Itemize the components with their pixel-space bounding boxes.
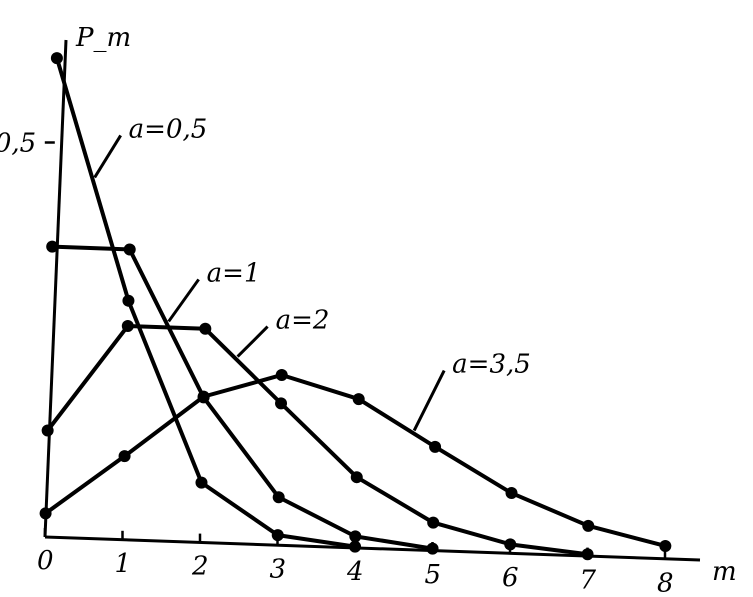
data-point [349,530,362,543]
data-point [427,516,440,529]
data-point [504,538,517,551]
y-axis [43,39,68,538]
x-tick-label: 3 [270,554,287,584]
data-point [272,491,285,504]
y-axis-label: P_m [75,23,131,53]
data-point [199,322,212,335]
data-point [195,476,208,489]
x-tick-label: 4 [346,557,364,587]
data-point [41,424,54,437]
x-tick-label: 2 [191,552,209,582]
data-point [350,471,363,484]
data-point [39,507,52,520]
data-point [659,539,672,552]
data-point [271,529,284,542]
x-tick-label: 0 [37,546,54,576]
x-tick-label: 8 [657,568,674,597]
data-point [275,368,288,381]
data-point [352,393,365,406]
data-point [50,52,63,65]
data-point [122,294,135,307]
series-line-2 [46,323,588,557]
data-point [46,240,59,253]
series-line-1 [52,244,433,551]
data-point [197,390,210,403]
x-tick-label: 7 [580,566,597,596]
series-label: a=1 [207,258,261,288]
data-point [123,243,136,256]
series-leader-line [93,134,122,179]
series-leader-line [236,325,269,358]
x-tick-label: 1 [115,549,132,579]
series-label: a=3,5 [452,350,531,380]
x-tick-label: 5 [425,560,442,590]
data-point [426,542,439,555]
data-point [505,487,518,500]
axes: P_m m [43,23,737,587]
series-label: a=2 [276,306,330,336]
series-leader-line [167,278,200,323]
series-labels: a=0,5 a=1 a=2 a=3,5 [93,114,531,432]
x-tick-label: 6 [502,563,519,593]
series-layer [39,52,672,561]
data-point [118,450,131,463]
data-point [349,540,362,553]
data-point [429,440,442,453]
series-label: a=0,5 [129,114,208,144]
data-point [581,548,594,561]
data-point [121,319,134,332]
data-point [275,397,288,410]
x-axis-label: m [712,557,737,587]
y-tick-label: 0,5 [0,129,36,159]
data-point [582,519,595,532]
series-leader-line [412,369,446,432]
